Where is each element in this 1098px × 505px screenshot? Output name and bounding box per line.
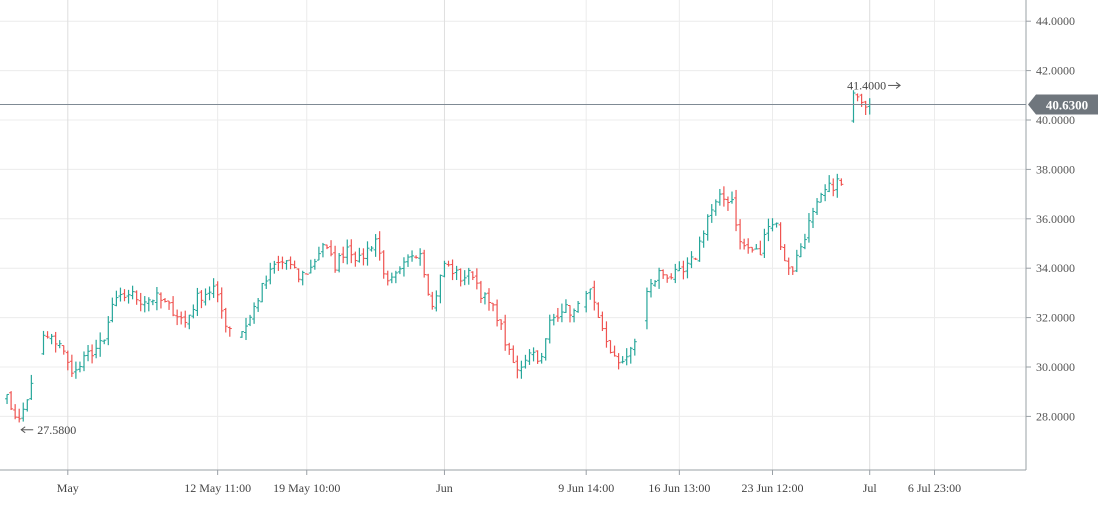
- high-marker-label: 41.4000: [847, 78, 886, 92]
- last-price-tag: [1028, 94, 1098, 115]
- last-price-label: 40.6300: [1046, 97, 1088, 112]
- y-tick-label: 38.0000: [1036, 162, 1075, 176]
- x-tick-label: Jul: [863, 481, 878, 495]
- x-tick-label: 16 Jun 13:00: [648, 481, 710, 495]
- y-tick-label: 36.0000: [1036, 212, 1075, 226]
- high-marker-arrowhead: [895, 82, 901, 89]
- y-tick-label: 28.0000: [1036, 409, 1075, 423]
- x-tick-label: 9 Jun 14:00: [558, 481, 614, 495]
- x-tick-label: 6 Jul 23:00: [908, 481, 961, 495]
- y-tick-label: 34.0000: [1036, 261, 1075, 275]
- y-tick-label: 44.0000: [1036, 14, 1075, 28]
- x-tick-label: 23 Jun 12:00: [741, 481, 803, 495]
- low-marker-label: 27.5800: [37, 423, 76, 437]
- x-tick-label: Jun: [436, 481, 453, 495]
- x-tick-label: May: [57, 481, 79, 495]
- y-tick-label: 42.0000: [1036, 64, 1075, 78]
- y-tick-label: 30.0000: [1036, 360, 1075, 374]
- y-tick-label: 40.0000: [1036, 113, 1075, 127]
- low-marker-arrowhead: [20, 426, 26, 434]
- x-tick-label: 12 May 11:00: [184, 481, 251, 495]
- x-tick-label: 19 May 10:00: [273, 481, 340, 495]
- y-tick-label: 32.0000: [1036, 311, 1075, 325]
